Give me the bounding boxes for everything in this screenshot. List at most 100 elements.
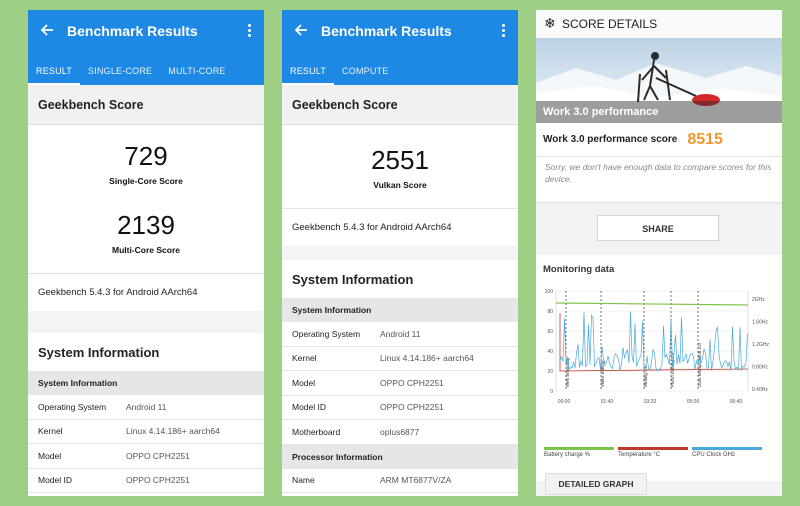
tab-multi-core[interactable]: MULTI-CORE (168, 66, 226, 76)
legend-cpu-clock: CPU Clock GHz (692, 447, 766, 458)
score-row: Work 3.0 performance score 8515 (536, 123, 782, 157)
y2-tick-label: 1.60Hz (752, 320, 768, 326)
x-tick-label: 00:00 (558, 399, 571, 405)
geekbench-cpu-screen: Benchmark Results RESULT SINGLE-CORE MUL… (28, 10, 264, 496)
battery-line (555, 302, 749, 306)
hero-label: Work 3.0 performance (536, 101, 782, 123)
tab-result[interactable]: RESULT (282, 60, 335, 85)
tab-compute[interactable]: COMPUTE (342, 66, 389, 76)
table-row: Name ARM MT6877V/ZA (282, 469, 518, 493)
x-tick-label: 03:20 (644, 399, 657, 405)
y2-tick-label: 0.80Hz (752, 365, 768, 371)
x-tick-label: 05:00 (687, 399, 700, 405)
app-bar: Benchmark Results RESULT SINGLE-CORE MUL… (28, 10, 264, 85)
row-key: Operating System (38, 401, 107, 412)
table-row: Kernel Linux 4.14.186+ aarch64 (28, 420, 264, 444)
header: ❄ SCORE DETAILS (536, 10, 782, 38)
y-tick-label: 60 (547, 329, 553, 335)
legend-label: Battery charge % (544, 452, 591, 458)
phase-label: Writing 3.0 (643, 365, 648, 387)
row-key: Model ID (292, 402, 327, 413)
tab-bar: RESULT COMPUTE (282, 60, 396, 85)
x-tick-label: 06:40 (730, 399, 743, 405)
section-title: Geekbench Score (282, 85, 518, 125)
row-value: ARM MT6877V/ZA (380, 475, 452, 486)
phase-label: Web Browsing (565, 358, 570, 387)
vulkan-label: Vulkan Score (373, 180, 427, 190)
row-key: Kernel (292, 353, 317, 364)
table-row: Operating System Android 11 (28, 395, 264, 420)
chart-legend: Battery charge % Temperature °C CPU Cloc… (544, 447, 766, 458)
app-bar: Benchmark Results RESULT COMPUTE (282, 10, 518, 85)
legend-temperature: Temperature °C (618, 447, 692, 458)
y2-tick-label: 1.2GHz (752, 342, 769, 348)
multi-core-score: 2139 (117, 210, 175, 240)
y2-tick-label: 2GHz (752, 297, 765, 303)
sysinfo-table: Operating System Android 11 Kernel Linux 4… (282, 322, 518, 445)
single-core-score: 729 (124, 141, 168, 171)
legend-label: CPU Clock GHz (692, 452, 736, 458)
single-core-score-block: 729 Single-Core Score (28, 141, 264, 186)
pcmark-score-details-screen: ❄ SCORE DETAILS (536, 10, 782, 496)
row-value: OPPO CPH2251 (380, 402, 444, 413)
multi-core-score-block: 2139 Multi-Core Score (28, 210, 264, 255)
system-information-subheader: System Information (282, 298, 518, 322)
tab-single-core[interactable]: SINGLE-CORE (88, 66, 153, 76)
row-key: Motherboard (292, 426, 341, 437)
row-value: oplus6877 (380, 426, 420, 437)
row-value: OPPO CPH2251 (126, 450, 190, 461)
row-key: Model (38, 450, 62, 461)
x-tick-label: 01:40 (601, 399, 614, 405)
vulkan-score-block: 2551 Vulkan Score (282, 145, 518, 190)
multi-core-label: Multi-Core Score (111, 245, 180, 255)
row-value: OPPO CPH2251 (380, 377, 444, 388)
detailed-graph-button[interactable]: DETAILED GRAPH (545, 473, 647, 495)
monitoring-chart: 100 80 60 40 20 0 2GHz 1.60Hz 1.2GHz 0.80Hz 0.40Hz… (545, 289, 770, 405)
legend-label: Temperature °C (618, 452, 661, 458)
row-key: Model ID (38, 475, 73, 486)
cpu-clock-line (559, 311, 748, 372)
sysinfo-table: Operating System Android 11 Kernel Linux 4… (28, 395, 264, 493)
y2-tick-label: 0.40Hz (752, 387, 768, 393)
row-key: Name (292, 475, 315, 486)
vulkan-score: 2551 (371, 145, 429, 175)
y-tick-label: 40 (547, 349, 553, 355)
geekbench-compute-screen: Benchmark Results RESULT COMPUTE Geekben… (282, 10, 518, 496)
table-row: Model ID OPPO CPH2251 (282, 396, 518, 420)
phase-label: Video Editing (600, 360, 605, 387)
app-title: Benchmark Results (321, 23, 452, 39)
monitoring-card: Monitoring data 100 80 60 40 20 0 2GHz 1.60Hz 1.… (536, 255, 782, 495)
row-key: Operating System (292, 328, 361, 339)
skier-illustration (536, 38, 782, 123)
table-row: Operating System Android 11 (282, 322, 518, 347)
section-title: Geekbench Score (28, 85, 264, 125)
more-options-icon[interactable] (248, 24, 252, 38)
more-options-icon[interactable] (502, 24, 506, 38)
system-information-title: System Information (38, 344, 160, 360)
y-tick-label: 20 (547, 369, 553, 375)
back-arrow-icon[interactable] (294, 23, 308, 37)
no-comparison-text: Sorry, we don't have enough data to comp… (536, 157, 782, 203)
hero-image: Work 3.0 performance (536, 38, 782, 123)
row-value: Linux 4.14.186+ aarch64 (126, 426, 220, 437)
y-tick-label: 0 (550, 389, 553, 395)
back-arrow-icon[interactable] (40, 23, 54, 37)
score-value: 8515 (687, 130, 723, 148)
tab-bar: RESULT SINGLE-CORE MULTI-CORE (28, 60, 234, 85)
table-row: Kernel Linux 4.14.186+ aarch64 (282, 347, 518, 371)
snowflake-icon: ❄ (544, 15, 556, 31)
tab-result[interactable]: RESULT (28, 60, 81, 85)
version-text: Geekbench 5.4.3 for Android AArch64 (292, 222, 452, 233)
share-button[interactable]: SHARE (597, 215, 719, 241)
version-text: Geekbench 5.4.3 for Android AArch64 (38, 287, 198, 298)
row-value: Android 11 (380, 328, 421, 339)
monitoring-title: Monitoring data (543, 264, 615, 275)
single-core-label: Single-Core Score (109, 176, 183, 186)
share-area: SHARE (536, 203, 782, 255)
row-key: Model (292, 377, 316, 388)
row-value: Linux 4.14.186+ aarch64 (380, 353, 474, 364)
temperature-line (559, 313, 749, 372)
system-information-title: System Information (292, 271, 414, 287)
table-row: Model ID OPPO CPH2251 (28, 469, 264, 493)
row-key: Kernel (38, 426, 63, 437)
